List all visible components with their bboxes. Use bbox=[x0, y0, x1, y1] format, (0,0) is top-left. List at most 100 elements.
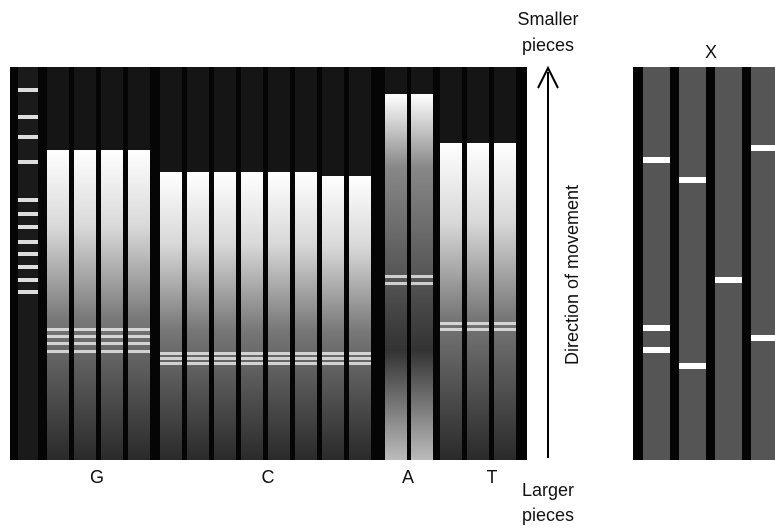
unknown-band bbox=[715, 277, 742, 283]
band bbox=[47, 335, 69, 338]
ladder-band bbox=[18, 278, 38, 282]
band bbox=[241, 357, 263, 360]
band bbox=[467, 328, 489, 331]
ladder-lane bbox=[18, 67, 38, 460]
top-label: Smaller bbox=[517, 9, 578, 29]
band bbox=[160, 357, 182, 360]
lane-label: G bbox=[90, 467, 104, 487]
lane-label: A bbox=[402, 467, 414, 487]
band bbox=[47, 342, 69, 345]
band bbox=[440, 328, 462, 331]
lane bbox=[128, 150, 150, 460]
ladder-band bbox=[18, 290, 38, 294]
band bbox=[187, 357, 209, 360]
band bbox=[47, 328, 69, 331]
unknown-band bbox=[643, 325, 670, 331]
unknown-band bbox=[679, 177, 706, 183]
unknown-band bbox=[751, 335, 775, 341]
ladder-band bbox=[18, 198, 38, 202]
band bbox=[101, 328, 123, 331]
band bbox=[295, 352, 317, 355]
unknown-lane bbox=[751, 67, 775, 460]
band bbox=[47, 350, 69, 353]
lane bbox=[295, 172, 317, 460]
band bbox=[187, 352, 209, 355]
unknown-band bbox=[679, 363, 706, 369]
band bbox=[322, 352, 344, 355]
band bbox=[349, 362, 371, 365]
lane-top bbox=[214, 67, 236, 172]
band bbox=[494, 328, 516, 331]
ladder-band bbox=[18, 265, 38, 269]
band bbox=[295, 357, 317, 360]
lane-top bbox=[47, 67, 69, 150]
band bbox=[349, 352, 371, 355]
band bbox=[128, 335, 150, 338]
band bbox=[74, 342, 96, 345]
lane-top bbox=[411, 67, 433, 94]
ladder-band bbox=[18, 88, 38, 92]
ladder-band bbox=[18, 135, 38, 139]
lane bbox=[268, 172, 290, 460]
band bbox=[101, 335, 123, 338]
lane-top bbox=[440, 67, 462, 143]
lane bbox=[214, 172, 236, 460]
unknown-band bbox=[643, 157, 670, 163]
band bbox=[74, 328, 96, 331]
ladder-band bbox=[18, 225, 38, 229]
unknown-lane bbox=[715, 67, 742, 460]
ladder-band bbox=[18, 115, 38, 119]
lane bbox=[322, 176, 344, 460]
band bbox=[160, 352, 182, 355]
lane bbox=[74, 150, 96, 460]
lane-top bbox=[385, 67, 407, 94]
lane-top bbox=[349, 67, 371, 176]
lane-top bbox=[74, 67, 96, 150]
lane-top bbox=[322, 67, 344, 176]
lane-top bbox=[494, 67, 516, 143]
lane bbox=[160, 172, 182, 460]
ladder-band bbox=[18, 212, 38, 216]
unknown-band bbox=[751, 145, 775, 151]
top-label: pieces bbox=[522, 35, 574, 55]
bottom-label: pieces bbox=[522, 505, 574, 525]
lane bbox=[187, 172, 209, 460]
arrow-head bbox=[537, 65, 559, 89]
band bbox=[214, 352, 236, 355]
band bbox=[214, 357, 236, 360]
arrow-caption: Direction of movement bbox=[562, 185, 582, 365]
lane bbox=[349, 176, 371, 460]
band bbox=[74, 335, 96, 338]
band bbox=[128, 342, 150, 345]
band bbox=[160, 362, 182, 365]
lane bbox=[467, 143, 489, 460]
band bbox=[411, 275, 433, 278]
band bbox=[385, 282, 407, 285]
band bbox=[74, 350, 96, 353]
unknown-lane bbox=[679, 67, 706, 460]
band bbox=[241, 352, 263, 355]
band bbox=[349, 357, 371, 360]
lane-top bbox=[160, 67, 182, 172]
unknown-lanes bbox=[643, 67, 775, 460]
band bbox=[128, 328, 150, 331]
band bbox=[101, 342, 123, 345]
band bbox=[241, 362, 263, 365]
band bbox=[467, 322, 489, 325]
band bbox=[295, 362, 317, 365]
ladder-band bbox=[18, 252, 38, 256]
lane-label: C bbox=[262, 467, 275, 487]
band bbox=[440, 322, 462, 325]
band bbox=[214, 362, 236, 365]
band bbox=[494, 322, 516, 325]
gel-lanes bbox=[18, 67, 516, 460]
band bbox=[128, 350, 150, 353]
lane bbox=[494, 143, 516, 460]
lane-top bbox=[101, 67, 123, 150]
unknown-lane bbox=[643, 67, 670, 460]
band bbox=[101, 350, 123, 353]
ladder-band bbox=[18, 160, 38, 164]
band bbox=[385, 275, 407, 278]
lane bbox=[47, 150, 69, 460]
